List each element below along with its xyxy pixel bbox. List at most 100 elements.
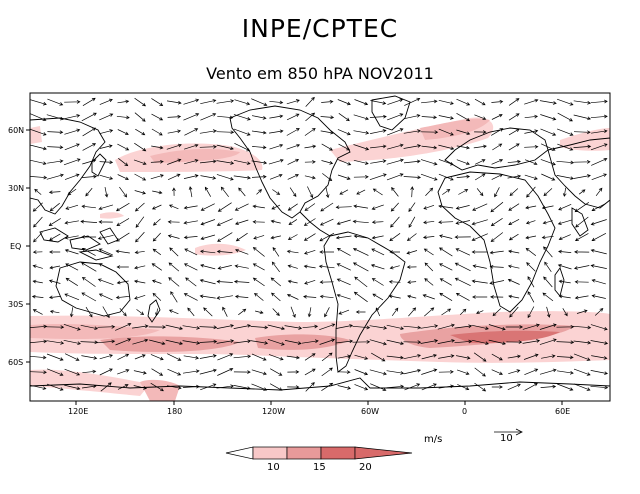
wind-vector: [117, 143, 130, 151]
wind-vector: [508, 98, 520, 106]
wind-vector: [540, 159, 556, 166]
wind-vector: [267, 338, 285, 346]
wind-vector: [338, 309, 350, 315]
colorbar-tick-20: 20: [359, 462, 372, 473]
wind-vector: [591, 294, 606, 299]
wind-vector: [48, 279, 61, 284]
wind-vector: [286, 143, 301, 150]
wind-vector: [370, 144, 387, 149]
wind-vector: [64, 220, 79, 225]
wind-vector: [97, 324, 116, 329]
wind-vector: [386, 370, 405, 375]
wind-vector: [337, 385, 351, 390]
wind-vector: [408, 202, 416, 212]
wind-vector: [287, 203, 298, 211]
lon-label-0: 0: [462, 407, 467, 416]
wind-vector: [321, 143, 333, 151]
wind-vector: [406, 265, 417, 269]
wind-vector: [48, 218, 61, 226]
wind-vector: [183, 263, 198, 271]
wind-vector: [404, 114, 421, 120]
wind-vector: [30, 144, 47, 151]
wind-vector: [115, 202, 130, 212]
wind-vector: [287, 234, 298, 240]
wind-vector: [556, 98, 574, 106]
wind-vector: [48, 295, 61, 300]
wind-vector: [167, 234, 180, 239]
wind-vector: [406, 233, 417, 241]
wind-vector: [199, 339, 218, 344]
wind-vector: [286, 249, 299, 254]
wind-vector: [386, 355, 404, 360]
wind-vector: [64, 143, 80, 151]
wind-vector: [424, 278, 434, 286]
wind-vector: [251, 174, 267, 179]
wind-vector: [99, 174, 114, 180]
wind-vector: [63, 323, 81, 331]
wind-vector: [287, 158, 300, 165]
wind-vector: [252, 247, 265, 257]
wind-vector: [573, 144, 592, 149]
wind-vector: [526, 186, 536, 198]
wind-vector: [286, 355, 300, 360]
wind-vector: [151, 279, 162, 284]
wind-vector: [286, 293, 299, 300]
wind-vector: [81, 174, 97, 179]
wind-vector: [167, 114, 182, 119]
wind-vector: [151, 145, 164, 150]
wind-vector: [117, 174, 129, 181]
wind-vector: [370, 383, 387, 391]
wind-vector: [456, 98, 471, 106]
wind-vector: [182, 369, 200, 374]
wind-vector: [64, 384, 81, 391]
wind-vector: [424, 307, 435, 317]
wind-vector: [85, 187, 93, 197]
wind-vector: [455, 205, 470, 210]
wind-vector: [64, 99, 81, 104]
wind-vector: [508, 113, 520, 121]
wind-vector: [321, 160, 334, 165]
wind-vector: [98, 220, 113, 224]
wind-vector: [459, 308, 467, 315]
wind-vector: [420, 324, 439, 329]
wind-vector: [251, 98, 268, 106]
wind-vector: [355, 310, 366, 314]
lon-label-120w: 120W: [262, 407, 285, 416]
wind-vector: [574, 280, 589, 284]
wind-vector: [539, 368, 557, 375]
wind-vector: [184, 159, 199, 165]
wind-vector: [557, 112, 573, 122]
wind-vector: [473, 352, 487, 362]
wind-vector: [319, 338, 336, 345]
wind-vector: [489, 280, 505, 285]
wind-vector: [30, 128, 47, 136]
wind-vector: [150, 354, 164, 361]
wind-vector: [33, 216, 43, 228]
wind-vector: [509, 188, 519, 196]
wind-vector: [303, 294, 317, 299]
wind-vector: [573, 383, 591, 391]
wind-vector: [65, 204, 79, 210]
wind-vector: [289, 187, 297, 198]
wind-vector: [199, 354, 217, 359]
wind-vector: [183, 293, 198, 301]
wind-vector: [438, 144, 455, 151]
wind-vector: [287, 279, 298, 284]
wind-vector: [188, 186, 193, 198]
wind-vector: [319, 323, 336, 331]
wind-vector: [474, 173, 486, 181]
wind-vector: [99, 98, 113, 105]
wind-vector: [338, 370, 351, 374]
wind-vector: [99, 129, 114, 135]
wind-vector: [319, 250, 334, 254]
wind-vector: [167, 129, 182, 134]
wind-vector: [338, 113, 350, 122]
wind-vector: [438, 369, 454, 374]
wind-vector: [287, 370, 300, 374]
wind-vector: [183, 174, 199, 179]
wind-vector: [216, 339, 235, 344]
wind-vector: [508, 143, 520, 151]
wind-vector: [305, 382, 315, 392]
wind-vector: [595, 187, 603, 197]
wind-vector: [406, 250, 418, 255]
